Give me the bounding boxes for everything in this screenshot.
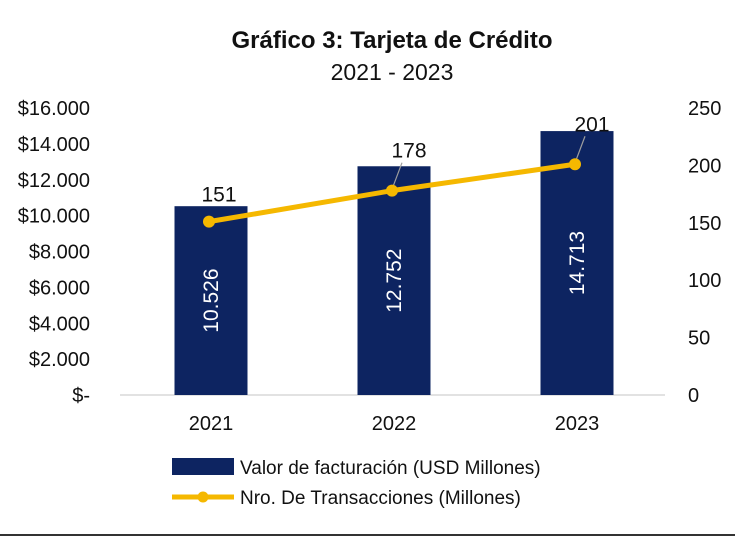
bar-value-label: 12.752: [383, 249, 406, 313]
right-axis-tick-label: 150: [688, 213, 721, 235]
left-axis-tick-label: $14.000: [18, 134, 90, 156]
left-axis-tick-label: $4.000: [29, 313, 90, 335]
line-marker: [569, 158, 581, 171]
x-axis-tick-label: 2023: [555, 413, 600, 435]
x-axis-tick-label: 2021: [189, 413, 234, 435]
legend-label-line: Nro. De Transacciones (Millones): [240, 488, 521, 509]
leader-line: [575, 136, 586, 161]
line-value-label: 178: [391, 140, 426, 163]
left-axis-tick-label: $-: [72, 385, 90, 407]
line-series: 151 178 201: [201, 113, 610, 228]
left-axis-tick-label: $8.000: [29, 242, 90, 264]
bar: [357, 166, 431, 395]
chart-subtitle: 2021 - 2023: [331, 59, 454, 85]
bar: [174, 206, 248, 395]
bar: [540, 131, 614, 395]
left-axis-tick-label: $12.000: [18, 170, 90, 192]
bottom-rule: [0, 534, 735, 536]
legend-swatch-bar: [172, 458, 234, 475]
x-axis-tick-label: 2022: [372, 413, 417, 435]
line-marker: [386, 184, 398, 197]
legend-swatch-marker: [197, 491, 209, 503]
bar-series: 10.526 12.752 14.713: [174, 131, 614, 395]
left-axis-tick-label: $10.000: [18, 206, 90, 228]
line-value-label: 151: [201, 184, 236, 207]
chart-title: Gráfico 3: Tarjeta de Crédito: [232, 27, 553, 54]
left-y-axis: $- $2.000 $4.000 $6.000 $8.000 $10.000 $12.000…: [18, 98, 90, 407]
right-axis-tick-label: 200: [688, 155, 721, 177]
leader-line: [392, 162, 403, 187]
bar-value-label: 10.526: [200, 268, 223, 332]
right-y-axis: 0 50 100 150 200 250: [688, 98, 721, 407]
right-axis-tick-label: 50: [688, 328, 710, 350]
left-axis-tick-label: $2.000: [29, 349, 90, 371]
line-marker: [203, 215, 215, 228]
line-value-label: 201: [574, 113, 609, 136]
left-axis-tick-label: $16.000: [18, 98, 90, 120]
right-axis-tick-label: 100: [688, 270, 721, 292]
right-axis-tick-label: 250: [688, 98, 721, 120]
left-axis-tick-label: $6.000: [29, 277, 90, 299]
legend: Valor de facturación (USD Millones) Nro.…: [172, 458, 541, 509]
right-axis-tick-label: 0: [688, 385, 699, 407]
legend-label-bar: Valor de facturación (USD Millones): [240, 458, 541, 479]
x-axis-ticks: 2021 2022 2023: [189, 413, 600, 435]
bar-value-label: 14.713: [566, 231, 589, 295]
